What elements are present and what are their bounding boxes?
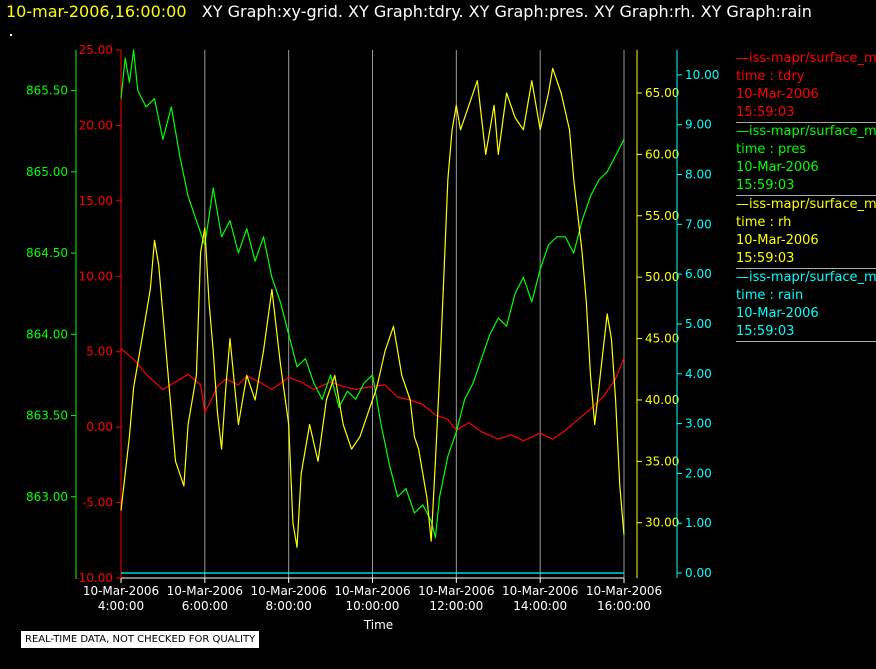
rh-tick-label: 65.00 bbox=[645, 86, 679, 100]
tdry-tick-label: 25.00 bbox=[79, 43, 113, 57]
series-line-tdry bbox=[120, 348, 625, 442]
rh-tick-label: 30.00 bbox=[645, 516, 679, 530]
x-tick-label-time: 16:00:00 bbox=[597, 599, 651, 613]
tdry-tick-label: -5.00 bbox=[82, 496, 113, 510]
title-datetime: 10-mar-2006,16:00:00 bbox=[6, 2, 187, 21]
rh-tick-label: 45.00 bbox=[645, 332, 679, 346]
series-line-rh bbox=[120, 67, 625, 548]
legend: —iss-mapr/surface_m time : tdry 10-Mar-200… bbox=[736, 50, 876, 342]
tdry-tick-label: 5.00 bbox=[86, 345, 113, 359]
legend-line2: time : rh bbox=[736, 215, 792, 230]
legend-line1: —iss-mapr/surface_m bbox=[736, 270, 876, 285]
tdry-tick-label: 15.00 bbox=[79, 194, 113, 208]
rain-tick-label: 0.00 bbox=[685, 566, 712, 580]
title-graph-list: XY Graph:xy-grid. XY Graph:tdry. XY Grap… bbox=[201, 2, 812, 21]
rain-tick-label: 8.00 bbox=[685, 168, 712, 182]
pres-tick-label: 865.00 bbox=[26, 165, 68, 179]
legend-line4: 15:59:03 bbox=[736, 105, 795, 120]
legend-separator bbox=[736, 268, 876, 269]
x-tick-label-date: 10-Mar-2006 bbox=[250, 584, 326, 598]
rain-tick-label: 4.00 bbox=[685, 367, 712, 381]
x-tick-label-time: 14:00:00 bbox=[513, 599, 567, 613]
x-tick-label-time: 8:00:00 bbox=[266, 599, 312, 613]
x-tick-label-time: 4:00:00 bbox=[98, 599, 144, 613]
legend-line3: 10-Mar-2006 bbox=[736, 306, 819, 321]
x-tick-label-date: 10-Mar-2006 bbox=[334, 584, 410, 598]
rain-tick-label: 7.00 bbox=[685, 217, 712, 231]
legend-line1: —iss-mapr/surface_m bbox=[736, 124, 876, 139]
x-tick-label-date: 10-Mar-2006 bbox=[502, 584, 578, 598]
series-line-pres bbox=[120, 49, 625, 539]
x-tick-label-time: 10:00:00 bbox=[346, 599, 400, 613]
rain-tick-label: 10.00 bbox=[685, 68, 719, 82]
pres-tick-label: 863.50 bbox=[26, 409, 68, 423]
rh-tick-label: 40.00 bbox=[645, 393, 679, 407]
rain-tick-label: 1.00 bbox=[685, 516, 712, 530]
legend-line2: time : tdry bbox=[736, 69, 805, 84]
quality-notice: REAL-TIME DATA, NOT CHECKED FOR QUALITY bbox=[20, 630, 261, 649]
tdry-tick-label: 10.00 bbox=[79, 269, 113, 283]
pres-tick-label: 865.50 bbox=[26, 84, 68, 98]
x-tick-label-date: 10-Mar-2006 bbox=[586, 584, 662, 598]
legend-line4: 15:59:03 bbox=[736, 324, 795, 339]
marker-dot bbox=[10, 34, 12, 36]
pres-tick-label: 864.00 bbox=[26, 327, 68, 341]
tdry-tick-label: 0.00 bbox=[86, 420, 113, 434]
x-tick-label-time: 6:00:00 bbox=[182, 599, 228, 613]
rain-tick-label: 5.00 bbox=[685, 317, 712, 331]
legend-line2: time : pres bbox=[736, 142, 807, 157]
legend-separator bbox=[736, 122, 876, 123]
rh-tick-label: 55.00 bbox=[645, 209, 679, 223]
legend-separator bbox=[736, 195, 876, 196]
legend-line4: 15:59:03 bbox=[736, 178, 795, 193]
legend-line3: 10-Mar-2006 bbox=[736, 233, 819, 248]
x-axis-label: Time bbox=[363, 618, 393, 632]
pres-tick-label: 863.00 bbox=[26, 490, 68, 504]
tdry-tick-label: -10.00 bbox=[74, 571, 113, 585]
rh-tick-label: 35.00 bbox=[645, 454, 679, 468]
rh-tick-label: 50.00 bbox=[645, 270, 679, 284]
legend-line3: 10-Mar-2006 bbox=[736, 160, 819, 175]
x-tick-label-date: 10-Mar-2006 bbox=[83, 584, 159, 598]
pres-tick-label: 864.50 bbox=[26, 246, 68, 260]
rain-tick-label: 3.00 bbox=[685, 417, 712, 431]
legend-line1: —iss-mapr/surface_m bbox=[736, 51, 876, 66]
graph-title: 10-mar-2006,16:00:00 XY Graph:xy-grid. X… bbox=[6, 2, 812, 21]
rain-tick-label: 9.00 bbox=[685, 118, 712, 132]
x-tick-label-date: 10-Mar-2006 bbox=[418, 584, 494, 598]
legend-separator bbox=[736, 341, 876, 342]
legend-line3: 10-Mar-2006 bbox=[736, 87, 819, 102]
x-tick-label-time: 12:00:00 bbox=[429, 599, 483, 613]
legend-line2: time : rain bbox=[736, 288, 804, 303]
rain-tick-label: 2.00 bbox=[685, 466, 712, 480]
tdry-tick-label: 20.00 bbox=[79, 118, 113, 132]
x-tick-label-date: 10-Mar-2006 bbox=[167, 584, 243, 598]
rh-tick-label: 60.00 bbox=[645, 147, 679, 161]
legend-line1: —iss-mapr/surface_m bbox=[736, 197, 876, 212]
legend-line4: 15:59:03 bbox=[736, 251, 795, 266]
rain-tick-label: 6.00 bbox=[685, 267, 712, 281]
